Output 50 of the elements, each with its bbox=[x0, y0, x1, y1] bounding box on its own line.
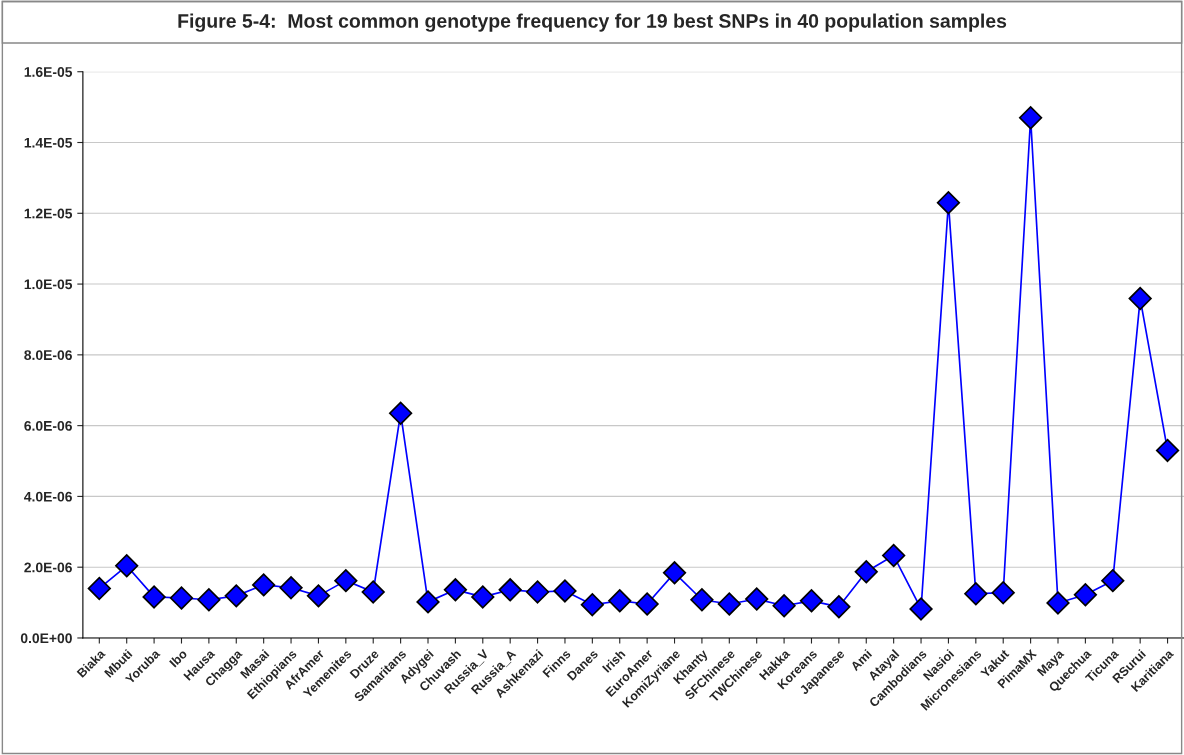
point bbox=[580, 593, 604, 617]
y-tick-label: 1.2E-05 bbox=[24, 208, 73, 219]
point bbox=[1128, 286, 1152, 311]
point bbox=[909, 597, 933, 621]
point bbox=[142, 585, 166, 609]
point bbox=[388, 401, 413, 425]
y-tick-label: 0.0E+00 bbox=[20, 633, 72, 644]
point bbox=[87, 576, 111, 601]
point bbox=[334, 569, 358, 593]
y-tick-label: 1.4E-05 bbox=[24, 137, 73, 148]
point bbox=[443, 578, 468, 602]
point bbox=[525, 580, 550, 604]
point bbox=[1018, 106, 1043, 130]
point bbox=[224, 584, 248, 608]
point bbox=[252, 573, 276, 597]
point bbox=[1073, 583, 1098, 607]
point bbox=[662, 561, 687, 585]
chart-title: Figure 5-4: Most common genotype frequency for 19 best SNPs in 40 population samples bbox=[178, 13, 1007, 32]
point bbox=[553, 579, 577, 603]
point bbox=[306, 584, 331, 608]
point bbox=[115, 554, 139, 578]
y-tick-label: 4.0E-06 bbox=[24, 491, 72, 502]
point bbox=[1101, 569, 1125, 593]
point bbox=[690, 588, 714, 612]
y-tick-label: 1.6E-05 bbox=[24, 67, 73, 77]
point bbox=[279, 576, 303, 600]
point bbox=[991, 581, 1015, 605]
point bbox=[169, 586, 194, 610]
point bbox=[745, 587, 769, 611]
point bbox=[416, 590, 440, 614]
point bbox=[471, 585, 495, 609]
point bbox=[772, 594, 796, 618]
point bbox=[635, 592, 659, 616]
point bbox=[964, 582, 988, 606]
point bbox=[854, 560, 878, 584]
point bbox=[1155, 438, 1180, 463]
point bbox=[361, 580, 385, 604]
point bbox=[197, 588, 221, 612]
point bbox=[827, 595, 851, 619]
point bbox=[608, 589, 632, 613]
point bbox=[498, 578, 522, 602]
point bbox=[1046, 591, 1070, 615]
y-tick-label: 6.0E-06 bbox=[24, 420, 72, 431]
point bbox=[799, 589, 824, 613]
point bbox=[717, 592, 741, 616]
y-tick-label: 1.0E-05 bbox=[24, 279, 73, 290]
point bbox=[936, 191, 961, 215]
point bbox=[882, 543, 906, 568]
y-tick-label: 2.0E-06 bbox=[24, 562, 72, 573]
y-tick-label: 8.0E-06 bbox=[24, 350, 72, 361]
